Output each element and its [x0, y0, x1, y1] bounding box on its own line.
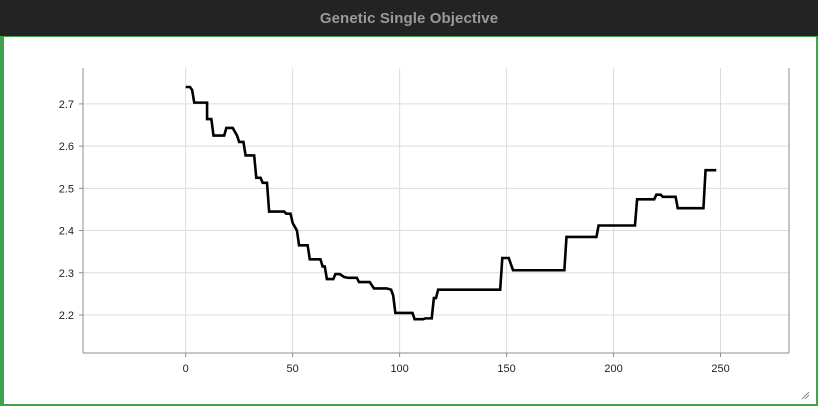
- series-line: [185, 85, 717, 321]
- x-tick-label: 100: [390, 363, 408, 375]
- chart-panel: 2.2 2.3 2.4 2.5 2.6 2.7 0 50 100 150 200 250: [0, 36, 818, 406]
- y-tick-label: 2.3: [59, 268, 74, 280]
- y-tick-label: 2.7: [59, 99, 74, 111]
- y-tick-label: 2.5: [59, 183, 74, 195]
- x-tick-label: 200: [604, 363, 622, 375]
- window-titlebar[interactable]: Genetic Single Objective: [0, 0, 818, 36]
- y-tick-label: 2.4: [59, 226, 74, 238]
- y-tick-label: 2.6: [59, 141, 74, 153]
- resize-grip-icon[interactable]: [800, 390, 810, 400]
- x-tick-label: 0: [183, 363, 189, 375]
- x-tick-label: 50: [287, 363, 299, 375]
- line-chart: 2.2 2.3 2.4 2.5 2.6 2.7 0 50 100 150 200 250: [59, 68, 790, 375]
- window-title: Genetic Single Objective: [319, 9, 499, 27]
- x-tick-label: 250: [711, 363, 729, 375]
- x-tick-label: 150: [497, 363, 515, 375]
- y-tick-label: 2.2: [59, 310, 74, 322]
